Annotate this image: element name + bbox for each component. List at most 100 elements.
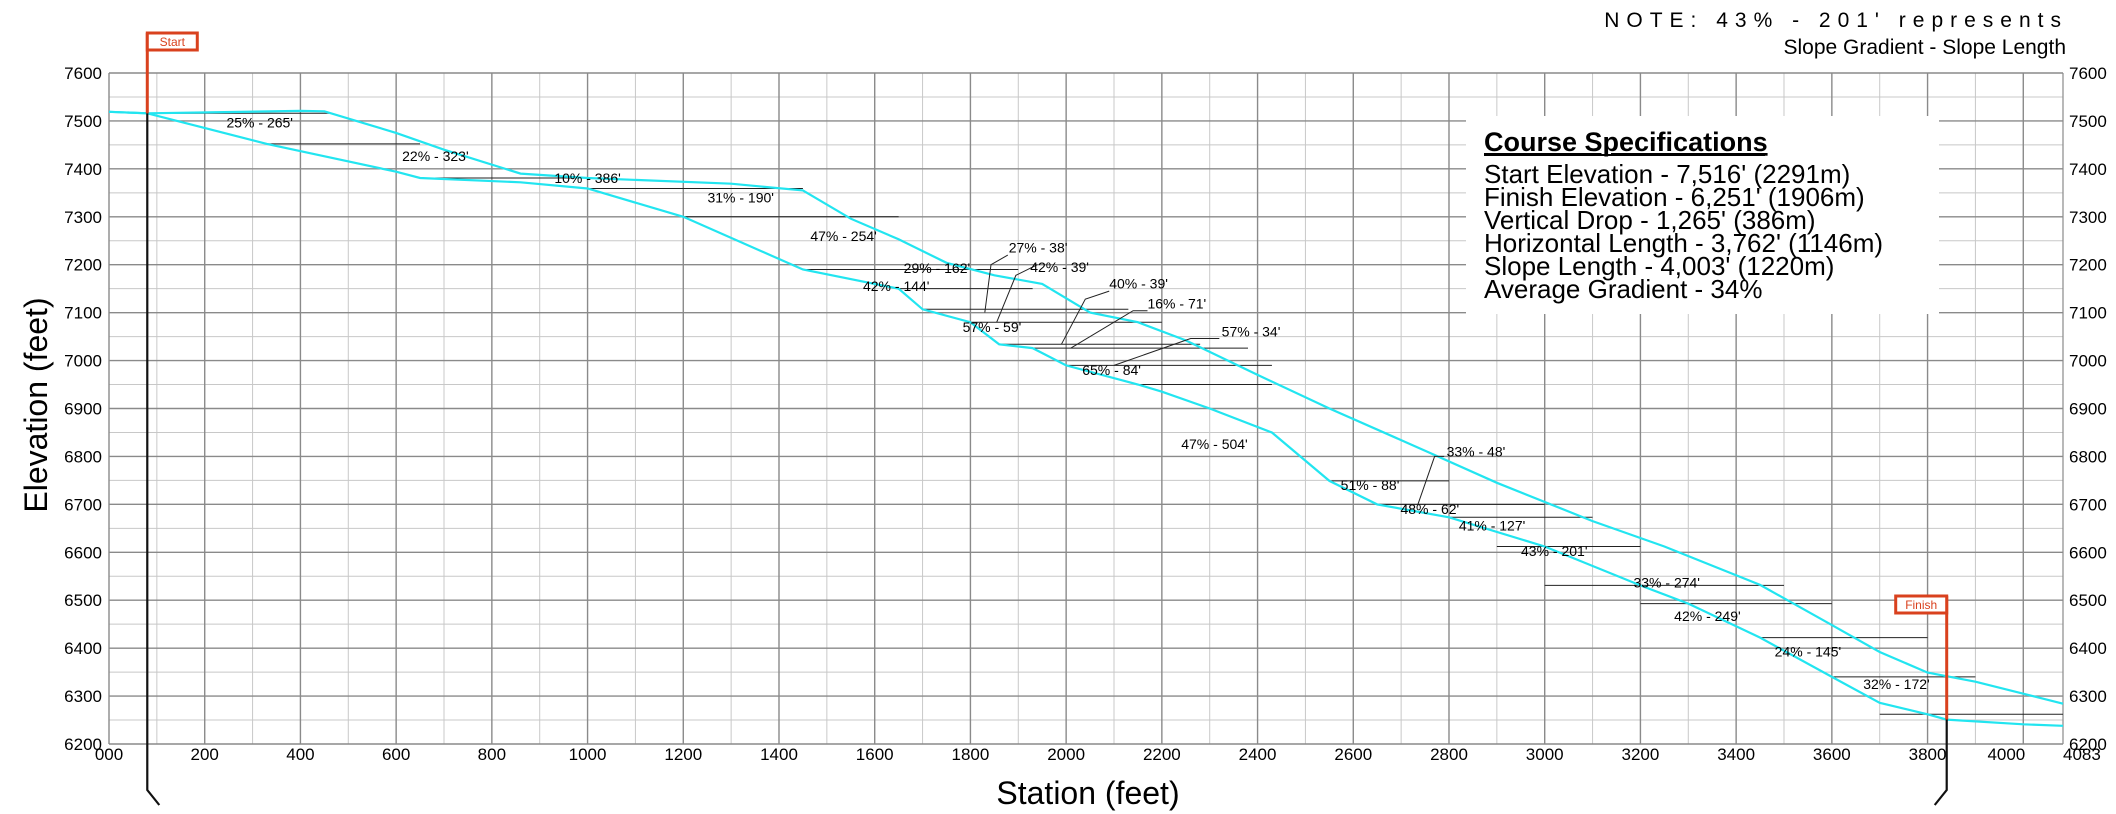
finish-flag-label: Finish <box>1905 598 1937 612</box>
x-tick-label: 1200 <box>664 745 702 764</box>
y-tick-label-right: 6600 <box>2069 543 2107 562</box>
segment-label: 47% - 254' <box>810 228 877 244</box>
segment-label: 25% - 265' <box>226 115 293 131</box>
y-tick-label-left: 7000 <box>64 352 102 371</box>
y-axis-title: Elevation (feet) <box>18 297 54 512</box>
terrain-lines <box>108 109 2064 727</box>
x-tick-label: 2400 <box>1239 745 1277 764</box>
segment-label: 57% - 59' <box>963 319 1022 335</box>
finish-flag <box>1894 594 1949 615</box>
segment-label: 33% - 274' <box>1633 574 1700 590</box>
y-tick-label-right: 6800 <box>2069 447 2107 466</box>
specs-title: Course Specifications <box>1484 127 1768 157</box>
course-specifications: Course Specifications Start Elevation - … <box>1466 116 1939 314</box>
x-tick-label: 1000 <box>569 745 607 764</box>
y-tick-label-left: 7100 <box>64 304 102 323</box>
segment-label: 22% - 323' <box>402 148 469 164</box>
x-tick-label: 1800 <box>952 745 990 764</box>
note-line-1: NOTE: 43% - 201' represents <box>1604 9 2068 32</box>
segment-label: 57% - 34' <box>1222 324 1281 340</box>
spec-start-elevation: Start Elevation - 7,516' (2291m) <box>1484 159 1850 189</box>
x-tick-label: 4000 <box>1987 745 2025 764</box>
y-tick-label-right: 7600 <box>2069 64 2107 83</box>
y-tick-label-left: 7300 <box>64 208 102 227</box>
x-tick-label: 600 <box>382 745 410 764</box>
segment-leader-line <box>1417 455 1445 505</box>
y-tick-label-right: 7300 <box>2069 208 2107 227</box>
y-tick-label-right: 6200 <box>2069 735 2107 754</box>
start-flag-label: Start <box>160 35 186 49</box>
x-tick-label: 000 <box>95 745 123 764</box>
spec-slope-length: Slope Length - 4,003' (1220m) <box>1484 251 1834 281</box>
start-finish-markers: Start Finish <box>145 31 1949 806</box>
segment-label: 33% - 48' <box>1447 443 1506 459</box>
x-tick-label: 2200 <box>1143 745 1181 764</box>
y-tick-label-left: 7400 <box>64 160 102 179</box>
start-bracket-line <box>146 113 161 806</box>
segment-label: 32% - 172' <box>1863 676 1930 692</box>
x-tick-label: 1400 <box>760 745 798 764</box>
segment-label: 10% - 386' <box>554 170 621 186</box>
y-tick-label-right: 7000 <box>2069 352 2107 371</box>
y-axis-ticks-right: 6200 6300 6400 6500 6600 6700 6800 6900 7000 7100… <box>2069 64 2107 754</box>
x-tick-label: 3800 <box>1909 745 1947 764</box>
y-tick-label-left: 7200 <box>64 256 102 275</box>
y-tick-label-right: 6300 <box>2069 687 2107 706</box>
finish-bracket-line <box>1933 719 1948 806</box>
segment-labels: 25% - 265' 22% - 323' 10% - 386' 31% - 190'… <box>226 115 1929 692</box>
segment-label: 27% - 38' <box>1009 240 1068 256</box>
y-axis-ticks-left: 6200 6300 6400 6500 6600 6700 6800 6900 7000 7100… <box>64 64 102 754</box>
y-tick-label-right: 6400 <box>2069 639 2107 658</box>
segment-leader-line <box>1070 310 1148 349</box>
y-tick-label-right: 7200 <box>2069 256 2107 275</box>
segment-label: 65% - 84' <box>1082 362 1141 378</box>
x-tick-label: 3600 <box>1813 745 1851 764</box>
segment-label: 47% - 504' <box>1181 436 1248 452</box>
specs-box <box>1466 116 1939 314</box>
segment-label: 41% - 127' <box>1459 518 1526 534</box>
major-grid <box>108 72 2064 745</box>
terrain-line-1 <box>108 110 2064 727</box>
y-tick-label-right: 7100 <box>2069 304 2107 323</box>
segment-label: 31% - 190' <box>707 189 774 205</box>
x-tick-label: 2000 <box>1047 745 1085 764</box>
x-tick-label: 4083 <box>2063 745 2101 764</box>
start-flag <box>145 31 199 52</box>
segment-label: 16% - 71' <box>1147 295 1206 311</box>
y-tick-label-right: 7500 <box>2069 112 2107 131</box>
x-tick-label: 200 <box>191 745 219 764</box>
x-tick-label: 2600 <box>1334 745 1372 764</box>
y-tick-label-left: 6200 <box>64 735 102 754</box>
y-tick-label-right: 6700 <box>2069 495 2107 514</box>
y-tick-label-left: 7500 <box>64 112 102 131</box>
x-tick-label: 1600 <box>856 745 894 764</box>
x-axis-title: Station (feet) <box>996 775 1179 811</box>
x-tick-label: 2800 <box>1430 745 1468 764</box>
y-tick-label-left: 6500 <box>64 591 102 610</box>
segment-label: 40% - 39' <box>1109 276 1168 292</box>
y-tick-label-left: 6700 <box>64 495 102 514</box>
segment-label: 29% - 162' <box>904 260 971 276</box>
segment-label: 43% - 201' <box>1521 543 1588 559</box>
note-line-2: Slope Gradient - Slope Length <box>1783 36 2066 59</box>
y-tick-label-left: 6400 <box>64 639 102 658</box>
x-tick-label: 3400 <box>1717 745 1755 764</box>
spec-finish-elevation: Finish Elevation - 6,251' (1906m) <box>1484 182 1865 212</box>
y-tick-label-left: 6800 <box>64 447 102 466</box>
x-tick-label: 3000 <box>1526 745 1564 764</box>
segment-label: 42% - 39' <box>1030 259 1089 275</box>
segment-label: 51% - 88' <box>1341 477 1400 493</box>
x-tick-label: 800 <box>478 745 506 764</box>
x-axis-ticks: 000 200 400 600 800 1000 1200 1400 1600 1800 2000 2… <box>95 745 2101 764</box>
y-tick-label-left: 6600 <box>64 543 102 562</box>
segment-label: 48% - 62' <box>1400 501 1459 517</box>
terrain-line-2 <box>108 109 2064 705</box>
y-tick-label-left: 7600 <box>64 64 102 83</box>
spec-vertical-drop: Vertical Drop - 1,265' (386m) <box>1484 205 1816 235</box>
segment-leader-line <box>996 264 1038 323</box>
y-tick-label-right: 6500 <box>2069 591 2107 610</box>
x-tick-label: 400 <box>286 745 314 764</box>
segment-leader-line <box>1060 290 1110 345</box>
segment-label: 24% - 145' <box>1775 643 1842 659</box>
